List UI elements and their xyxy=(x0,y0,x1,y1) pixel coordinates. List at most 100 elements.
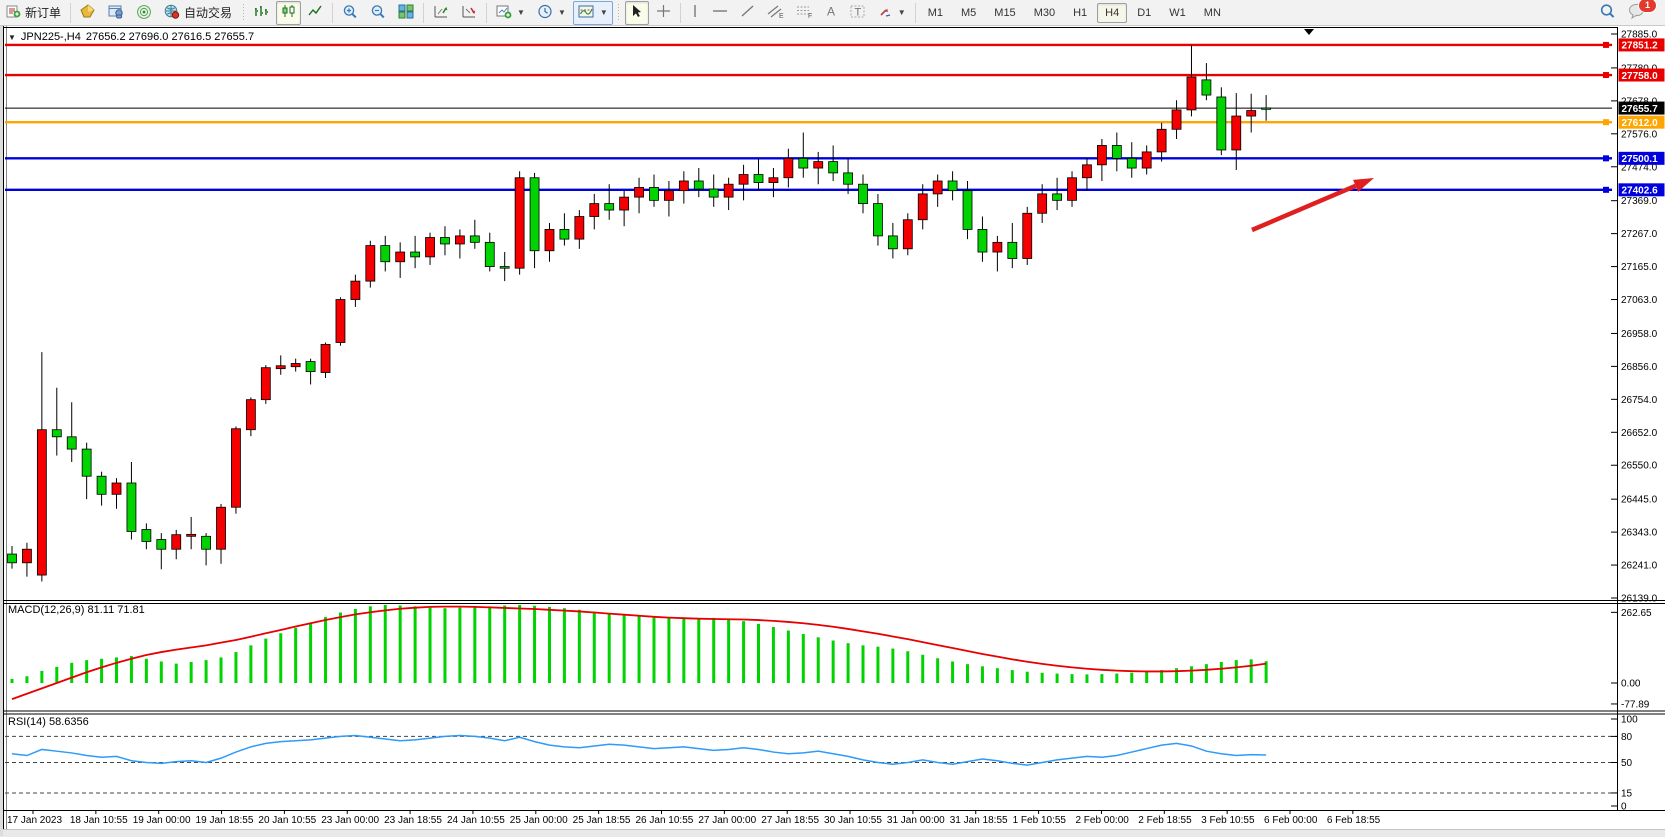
arrows-tool[interactable]: ▼ xyxy=(873,1,911,25)
svg-text:30 Jan 10:55: 30 Jan 10:55 xyxy=(824,815,882,826)
timeframe-M5[interactable]: M5 xyxy=(961,6,977,19)
svg-text:27655.7: 27655.7 xyxy=(1622,104,1659,115)
templates-button[interactable]: ▼ xyxy=(572,0,613,25)
svg-text:18 Jan 10:55: 18 Jan 10:55 xyxy=(70,815,128,826)
price-axis: 27885.027780.027678.027576.027474.027369… xyxy=(1611,30,1658,605)
crosshair-button[interactable] xyxy=(651,1,676,25)
svg-text:19 Jan 18:55: 19 Jan 18:55 xyxy=(196,815,254,826)
autotrading-label: 自动交易 xyxy=(184,6,233,20)
indicators-icon xyxy=(80,3,96,22)
svg-text:20 Jan 10:55: 20 Jan 10:55 xyxy=(258,815,316,826)
svg-text:27165.0: 27165.0 xyxy=(1621,262,1658,273)
candlestick-chart-icon xyxy=(281,4,296,21)
candlestick-chart-button[interactable] xyxy=(276,0,302,25)
rsi-pane: 100 80 50 15 0 xyxy=(5,715,1638,813)
svg-text:27612.0: 27612.0 xyxy=(1622,118,1659,129)
new-chart-button[interactable]: ▼ xyxy=(491,1,530,25)
horizontal-line-tool[interactable] xyxy=(707,1,733,25)
fibonacci-icon: F xyxy=(796,4,813,22)
toolbar-drag-handle[interactable] xyxy=(241,3,246,22)
market-watch-button[interactable] xyxy=(103,1,129,25)
autotrading-icon xyxy=(164,4,180,22)
bar-chart-button[interactable] xyxy=(249,1,274,25)
window-left-edge xyxy=(0,26,3,836)
svg-text:0: 0 xyxy=(1621,802,1627,813)
chart-title[interactable]: ▼ JPN225-,H4 27656.2 27696.0 27616.5 276… xyxy=(8,31,254,43)
svg-text:26550.0: 26550.0 xyxy=(1621,461,1658,472)
new-order-label: 新订单 xyxy=(25,6,62,20)
line-chart-button[interactable] xyxy=(303,1,328,25)
svg-text:6 Feb 18:55: 6 Feb 18:55 xyxy=(1327,815,1381,826)
dropdown-caret: ▼ xyxy=(599,8,608,17)
status-strip xyxy=(0,829,1665,837)
signals-button[interactable] xyxy=(131,1,157,25)
bar-chart-icon xyxy=(254,4,269,21)
separator xyxy=(332,2,334,23)
indicators-button[interactable] xyxy=(75,1,101,25)
search-icon xyxy=(1599,3,1616,22)
svg-text:T: T xyxy=(854,6,861,18)
channel-tool[interactable]: E xyxy=(762,1,789,25)
timeframe-M30[interactable]: M30 xyxy=(1033,6,1056,19)
svg-text:26139.0: 26139.0 xyxy=(1621,594,1658,605)
chart-dropdown-icon[interactable]: ▼ xyxy=(8,32,16,42)
svg-text:27063.0: 27063.0 xyxy=(1621,295,1658,306)
separator xyxy=(914,2,916,23)
svg-text:26958.0: 26958.0 xyxy=(1621,329,1658,340)
svg-text:E: E xyxy=(779,13,784,19)
dropdown-caret: ▼ xyxy=(897,8,906,17)
notification-count-badge: 1 xyxy=(1638,0,1657,13)
svg-text:31 Jan 18:55: 31 Jan 18:55 xyxy=(950,815,1008,826)
autotrading-button[interactable]: 自动交易 xyxy=(159,1,237,25)
toolbar-drag-handle[interactable] xyxy=(616,3,621,22)
trendline-tool[interactable] xyxy=(735,1,760,25)
svg-text:26856.0: 26856.0 xyxy=(1621,362,1658,373)
svg-text:23 Jan 00:00: 23 Jan 00:00 xyxy=(321,815,379,826)
svg-text:2 Feb 00:00: 2 Feb 00:00 xyxy=(1075,815,1129,826)
separator xyxy=(423,2,425,23)
signals-icon xyxy=(136,4,152,22)
timeframe-M1[interactable]: M1 xyxy=(927,6,943,19)
zoom-in-button[interactable] xyxy=(337,1,363,25)
svg-text:17 Jan 2023: 17 Jan 2023 xyxy=(7,815,62,826)
search-button[interactable] xyxy=(1594,1,1621,25)
new-order-button[interactable]: 新订单 xyxy=(1,1,66,25)
fibonacci-tool[interactable]: F xyxy=(791,1,818,25)
timeframe-MN[interactable]: MN xyxy=(1203,6,1221,19)
text-tool[interactable]: A xyxy=(820,1,843,25)
cursor-button[interactable] xyxy=(624,0,649,25)
timeframe-H4[interactable]: H4 xyxy=(1097,2,1128,23)
zoom-out-button[interactable] xyxy=(365,1,391,25)
tile-windows-icon xyxy=(398,4,414,22)
arrows-icon xyxy=(878,4,893,21)
svg-text:27 Jan 18:55: 27 Jan 18:55 xyxy=(761,815,819,826)
show-buy-levels-button[interactable] xyxy=(428,1,454,25)
template-icon xyxy=(578,4,595,22)
svg-text:26652.0: 26652.0 xyxy=(1621,428,1658,439)
svg-text:0.00: 0.00 xyxy=(1621,679,1641,690)
notifications-button[interactable]: 1 xyxy=(1623,0,1657,25)
show-sell-levels-button[interactable] xyxy=(456,1,482,25)
svg-text:27576.0: 27576.0 xyxy=(1621,129,1658,140)
tile-windows-button[interactable] xyxy=(393,1,419,25)
periods-button[interactable]: ▼ xyxy=(532,1,571,25)
rsi-line xyxy=(11,734,1267,766)
price-badges: 27851.2 27758.0 27655.7 27612.0 27500.1 27402… xyxy=(1618,38,1665,197)
timeframe-H1[interactable]: H1 xyxy=(1073,6,1088,19)
svg-text:31 Jan 00:00: 31 Jan 00:00 xyxy=(887,815,945,826)
separator xyxy=(679,2,681,23)
svg-text:23 Jan 18:55: 23 Jan 18:55 xyxy=(384,815,442,826)
svg-text:27500.1: 27500.1 xyxy=(1622,154,1659,165)
timeframe-W1[interactable]: W1 xyxy=(1169,6,1186,19)
svg-text:1 Feb 10:55: 1 Feb 10:55 xyxy=(1013,815,1067,826)
timeframe-M15[interactable]: M15 xyxy=(994,6,1016,19)
chart-ohlc-values: 27656.2 27696.0 27616.5 27655.7 xyxy=(85,31,255,43)
timeframe-D1[interactable]: D1 xyxy=(1137,6,1152,19)
vertical-line-tool[interactable] xyxy=(685,1,705,25)
main-toolbar: 新订单 自动交易 xyxy=(0,0,1665,26)
svg-text:100: 100 xyxy=(1621,715,1638,726)
svg-text:2 Feb 18:55: 2 Feb 18:55 xyxy=(1138,815,1192,826)
text-label-icon: T xyxy=(850,4,866,22)
label-tool[interactable]: T xyxy=(845,1,871,25)
